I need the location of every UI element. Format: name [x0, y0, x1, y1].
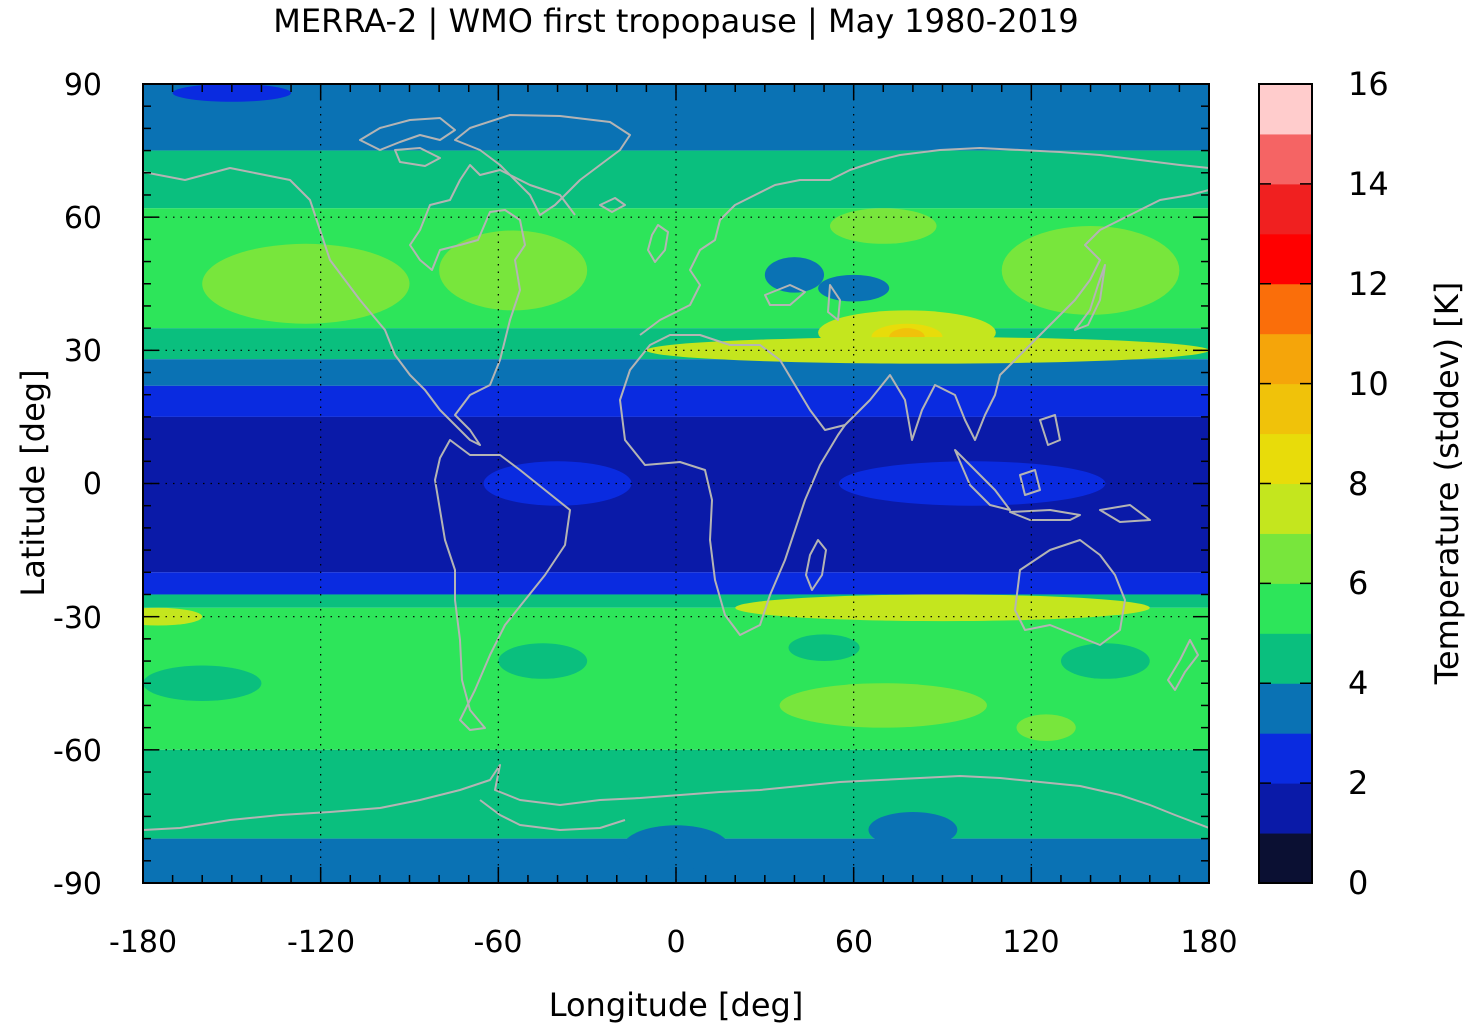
field-feature [1016, 714, 1076, 741]
field-feature [1060, 643, 1150, 679]
coastline-ross-shelf [479, 799, 626, 831]
colorbar-tick-label: 0 [1348, 864, 1368, 902]
colorbar-levels [1259, 84, 1312, 884]
coastline-antarctica [143, 764, 1209, 831]
field-feature [143, 665, 262, 702]
colorbar-level [1259, 733, 1312, 784]
field-feature [143, 607, 203, 626]
field-feature [622, 825, 730, 870]
axis-ticks [142, 83, 1210, 884]
colorbar-level [1259, 283, 1312, 335]
colorbar: 0 2 4 6 8 10 12 14 16 Temperature (stdde… [1258, 65, 1466, 902]
colorbar-level [1259, 433, 1312, 484]
coastline-madagascar [805, 539, 827, 591]
colorbar-ticks [1259, 83, 1312, 884]
x-tick-label: -180 [109, 925, 177, 960]
coastline-indonesia-islands [954, 414, 1151, 523]
zonal-band [143, 359, 1209, 386]
coastlines [143, 114, 1209, 831]
field-feature [646, 337, 1209, 364]
coastline-black-caspian [764, 284, 841, 321]
coastline-new-zealand [1167, 639, 1199, 691]
colorbar-level [1259, 783, 1312, 834]
colorbar-level [1259, 84, 1312, 135]
coastline-australia [1014, 539, 1126, 646]
field-feature [779, 683, 987, 728]
coastline-asia [844, 189, 1209, 441]
y-tick-label: -60 [53, 734, 102, 769]
colorbar-label: Temperature (stddev) [K] [1428, 282, 1466, 685]
colorbar-tick-label: 10 [1348, 365, 1389, 403]
colorbar-level [1259, 533, 1312, 584]
colorbar-tick-label: 14 [1348, 165, 1389, 203]
field-feature [498, 643, 588, 679]
y-tick-label: 0 [83, 467, 102, 502]
x-axis-label: Longitude [deg] [549, 986, 804, 1024]
colorbar-tick-label: 8 [1348, 465, 1368, 503]
zonal-band [143, 572, 1209, 595]
colorbar-tick-label: 12 [1348, 265, 1389, 303]
y-tick-label: 90 [64, 68, 102, 103]
y-tick-label: -90 [53, 867, 102, 902]
x-tick-label: 60 [835, 925, 873, 960]
coastline-africa [619, 334, 846, 636]
x-tick-label: 120 [1002, 925, 1059, 960]
colorbar-tick-label: 16 [1348, 65, 1389, 103]
field-feature [439, 230, 588, 311]
y-tick-label: 30 [64, 334, 102, 369]
field-feature [764, 257, 825, 293]
x-tick-label: -60 [474, 925, 523, 960]
colorbar-level [1259, 383, 1312, 435]
field-feature [483, 461, 632, 506]
colorbar-level [1259, 483, 1312, 534]
colorbar-tick-label: 2 [1348, 764, 1368, 802]
field-feature [868, 811, 958, 848]
field-feature [829, 208, 937, 244]
grid [143, 84, 1209, 883]
field-feature [838, 461, 1106, 506]
field-feature [1001, 226, 1180, 315]
x-tick-label: -120 [287, 925, 355, 960]
field-feature [788, 634, 860, 662]
coastline-japan [1074, 264, 1106, 331]
x-tick-label: 0 [666, 925, 685, 960]
colorbar-level [1259, 833, 1312, 884]
y-axis-label: Latitude [deg] [14, 369, 52, 596]
colorbar-tick-label: 4 [1348, 664, 1368, 702]
field-feature [735, 594, 1150, 622]
zonal-band [143, 385, 1209, 417]
y-tick-label: -30 [53, 601, 102, 636]
coastline-europe [639, 147, 1209, 336]
colorbar-level [1259, 333, 1312, 385]
colorbar-level [1259, 583, 1312, 634]
zonal-band [143, 749, 1209, 839]
colorbar-level [1259, 183, 1312, 235]
y-tick-label: 60 [64, 201, 102, 236]
field-feature [202, 243, 410, 324]
coastline-north-america [143, 164, 576, 446]
colorbar-tick-label: 6 [1348, 564, 1368, 602]
coastline-uk-iceland [599, 197, 669, 263]
colorbar-level [1259, 633, 1312, 684]
y-tick-labels: 90 60 30 0 -30 -60 -90 [53, 68, 102, 902]
colorbar-tick-labels: 0 2 4 6 8 10 12 14 16 [1348, 65, 1389, 902]
colorbar-level [1259, 133, 1312, 185]
colorbar-level [1259, 683, 1312, 734]
coastline-arctic-islands [359, 117, 456, 167]
x-tick-labels: -180 -120 -60 0 60 120 180 [109, 925, 1238, 960]
coastline-greenland [454, 114, 631, 216]
coastline-south-america [434, 439, 571, 731]
x-tick-label: 180 [1180, 925, 1237, 960]
map-title: MERRA-2 | WMO first tropopause | May 198… [273, 2, 1078, 40]
colorbar-level [1259, 233, 1312, 285]
